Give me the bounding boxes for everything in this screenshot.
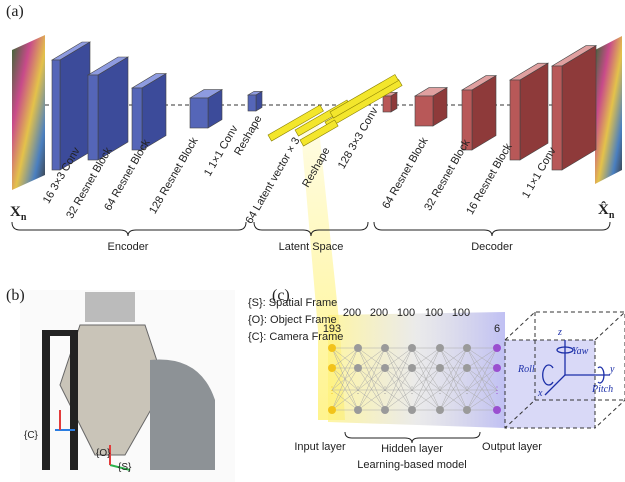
neuron xyxy=(408,364,416,372)
figure: ⋮193⋮200⋮200⋮100⋮100⋮100⋮6 (a) Xn X̂n En… xyxy=(0,0,625,482)
camera-rig xyxy=(42,330,50,470)
axis-label: Pitch xyxy=(591,384,613,395)
group-label: Decoder xyxy=(471,241,513,253)
panel-label: (b) xyxy=(6,287,25,304)
bracket xyxy=(374,222,610,236)
block-side xyxy=(98,57,128,160)
layer-name: Hidden layer xyxy=(381,443,443,455)
layer-name: Input layer xyxy=(294,441,346,453)
block-front xyxy=(383,96,391,112)
layer-size: 200 xyxy=(343,307,361,319)
neuron xyxy=(354,344,362,352)
ellipsis: ⋮ xyxy=(408,385,417,395)
axis-label: x xyxy=(537,388,543,399)
layer-block xyxy=(510,63,548,160)
layer-label: 64 Resnet Block xyxy=(380,135,431,211)
legend-entry: {C}: Camera Frame xyxy=(248,331,343,343)
group-label: Latent Space xyxy=(279,241,344,253)
layer-size: 100 xyxy=(397,307,415,319)
block-side xyxy=(520,63,548,160)
neuron xyxy=(463,344,471,352)
axis-label: z xyxy=(557,327,562,338)
layer-label: 32 Resnet Block xyxy=(422,137,473,213)
ellipsis: ⋮ xyxy=(328,385,337,395)
legend-entry: {O}: Object Frame xyxy=(248,314,337,326)
ellipsis: ⋮ xyxy=(381,385,390,395)
layer-size: 6 xyxy=(494,323,500,335)
robot-flange xyxy=(85,292,135,322)
camera-rig xyxy=(42,330,78,336)
block-front xyxy=(190,98,208,128)
block-front xyxy=(415,96,433,126)
layer-label: 128 Resnet Block xyxy=(147,135,201,216)
block-front xyxy=(52,60,60,170)
neuron xyxy=(408,344,416,352)
neuron xyxy=(354,406,362,414)
frame-label: {C} xyxy=(24,430,39,441)
output-symbol: X̂ xyxy=(598,201,609,218)
input-image xyxy=(12,35,45,190)
block-side xyxy=(562,46,596,170)
neuron xyxy=(354,364,362,372)
neuron xyxy=(493,406,501,414)
neuron xyxy=(328,364,336,372)
layer-size: 100 xyxy=(425,307,443,319)
output-subscript: n xyxy=(609,210,615,221)
camera-rig xyxy=(70,330,78,470)
layer-size: 100 xyxy=(452,307,470,319)
frame-label: {S} xyxy=(118,462,132,473)
input-label: Xn xyxy=(10,204,27,223)
bracket xyxy=(345,432,480,443)
layer-name: Output layer xyxy=(482,441,542,453)
output-label: X̂n xyxy=(598,201,615,221)
group-label: Encoder xyxy=(108,241,149,253)
layer-block xyxy=(462,76,496,150)
output-image xyxy=(595,36,622,184)
layer-block xyxy=(190,90,222,128)
neuron xyxy=(408,406,416,414)
ellipsis: ⋮ xyxy=(436,385,445,395)
model-name: Learning-based model xyxy=(357,459,466,471)
layer-block xyxy=(248,91,262,111)
frame-label: {O} xyxy=(96,448,111,459)
layer-block xyxy=(415,88,447,126)
axis-label: Roll xyxy=(517,364,535,375)
neuron xyxy=(436,364,444,372)
block-side xyxy=(256,91,262,111)
input-subscript: n xyxy=(21,212,27,223)
block-front xyxy=(248,95,256,111)
input-symbol: X xyxy=(10,204,21,220)
block-front xyxy=(88,75,98,160)
neuron xyxy=(436,406,444,414)
neuron xyxy=(328,406,336,414)
panel-label: (a) xyxy=(6,3,24,20)
neuron xyxy=(493,344,501,352)
neuron xyxy=(493,364,501,372)
neuron xyxy=(381,344,389,352)
axis-label: y xyxy=(609,364,615,375)
layer-label: 64 Latent vector × 3 xyxy=(243,136,302,226)
layer-label: 16 Resnet Block xyxy=(464,141,515,217)
block-side xyxy=(391,92,397,112)
neuron xyxy=(381,364,389,372)
layer-size: 200 xyxy=(370,307,388,319)
layer-block xyxy=(88,57,128,160)
layer-block xyxy=(132,74,166,150)
ellipsis: ⋮ xyxy=(463,385,472,395)
neuron xyxy=(328,344,336,352)
ellipsis: ⋮ xyxy=(354,385,363,395)
neuron xyxy=(381,406,389,414)
ellipsis: ⋮ xyxy=(493,385,502,395)
panel-label: (c) xyxy=(272,287,290,304)
legend-entry: {S}: Spatial Frame xyxy=(248,297,337,309)
neuron xyxy=(463,406,471,414)
bracket xyxy=(12,222,246,236)
neuron xyxy=(463,364,471,372)
layer-block xyxy=(552,46,596,170)
neuron xyxy=(436,344,444,352)
axis-label: Yaw xyxy=(572,346,589,357)
